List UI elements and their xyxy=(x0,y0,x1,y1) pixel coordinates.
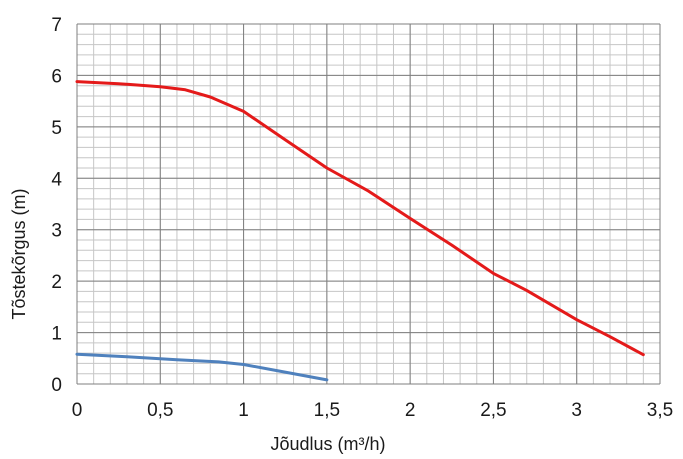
y-tick-label: 1 xyxy=(51,324,62,345)
x-tick-label: 3 xyxy=(571,400,582,421)
series-layer xyxy=(75,80,645,382)
x-tick-label: 2 xyxy=(405,400,416,421)
x-tick-label: 2,5 xyxy=(480,400,506,421)
x-tick-label: 0 xyxy=(72,400,83,421)
x-axis-label: Jõudlus (m³/h) xyxy=(270,434,385,454)
y-tick-label: 4 xyxy=(51,169,62,190)
y-tick-label: 6 xyxy=(51,66,62,87)
y-tick-label: 7 xyxy=(51,15,62,36)
x-tick-label: 1,5 xyxy=(314,400,340,421)
y-tick-label: 0 xyxy=(51,375,62,396)
y-tick-label: 5 xyxy=(51,118,62,139)
major-grid xyxy=(76,23,661,385)
y-tick-label: 3 xyxy=(51,221,62,242)
series-line-2 xyxy=(75,352,329,382)
x-tick-label: 0,5 xyxy=(147,400,173,421)
y-axis-label: Tõstekõrgus (m) xyxy=(9,188,29,319)
y-axis-ticks: 0 1 2 3 4 5 6 7 xyxy=(51,15,62,396)
y-tick-label: 2 xyxy=(51,272,62,293)
x-tick-label: 3,5 xyxy=(647,400,673,421)
x-axis-ticks: 0 0,5 1 1,5 2 2,5 3 3,5 xyxy=(72,400,674,421)
x-tick-label: 1 xyxy=(238,400,249,421)
series-line-1 xyxy=(75,80,645,357)
